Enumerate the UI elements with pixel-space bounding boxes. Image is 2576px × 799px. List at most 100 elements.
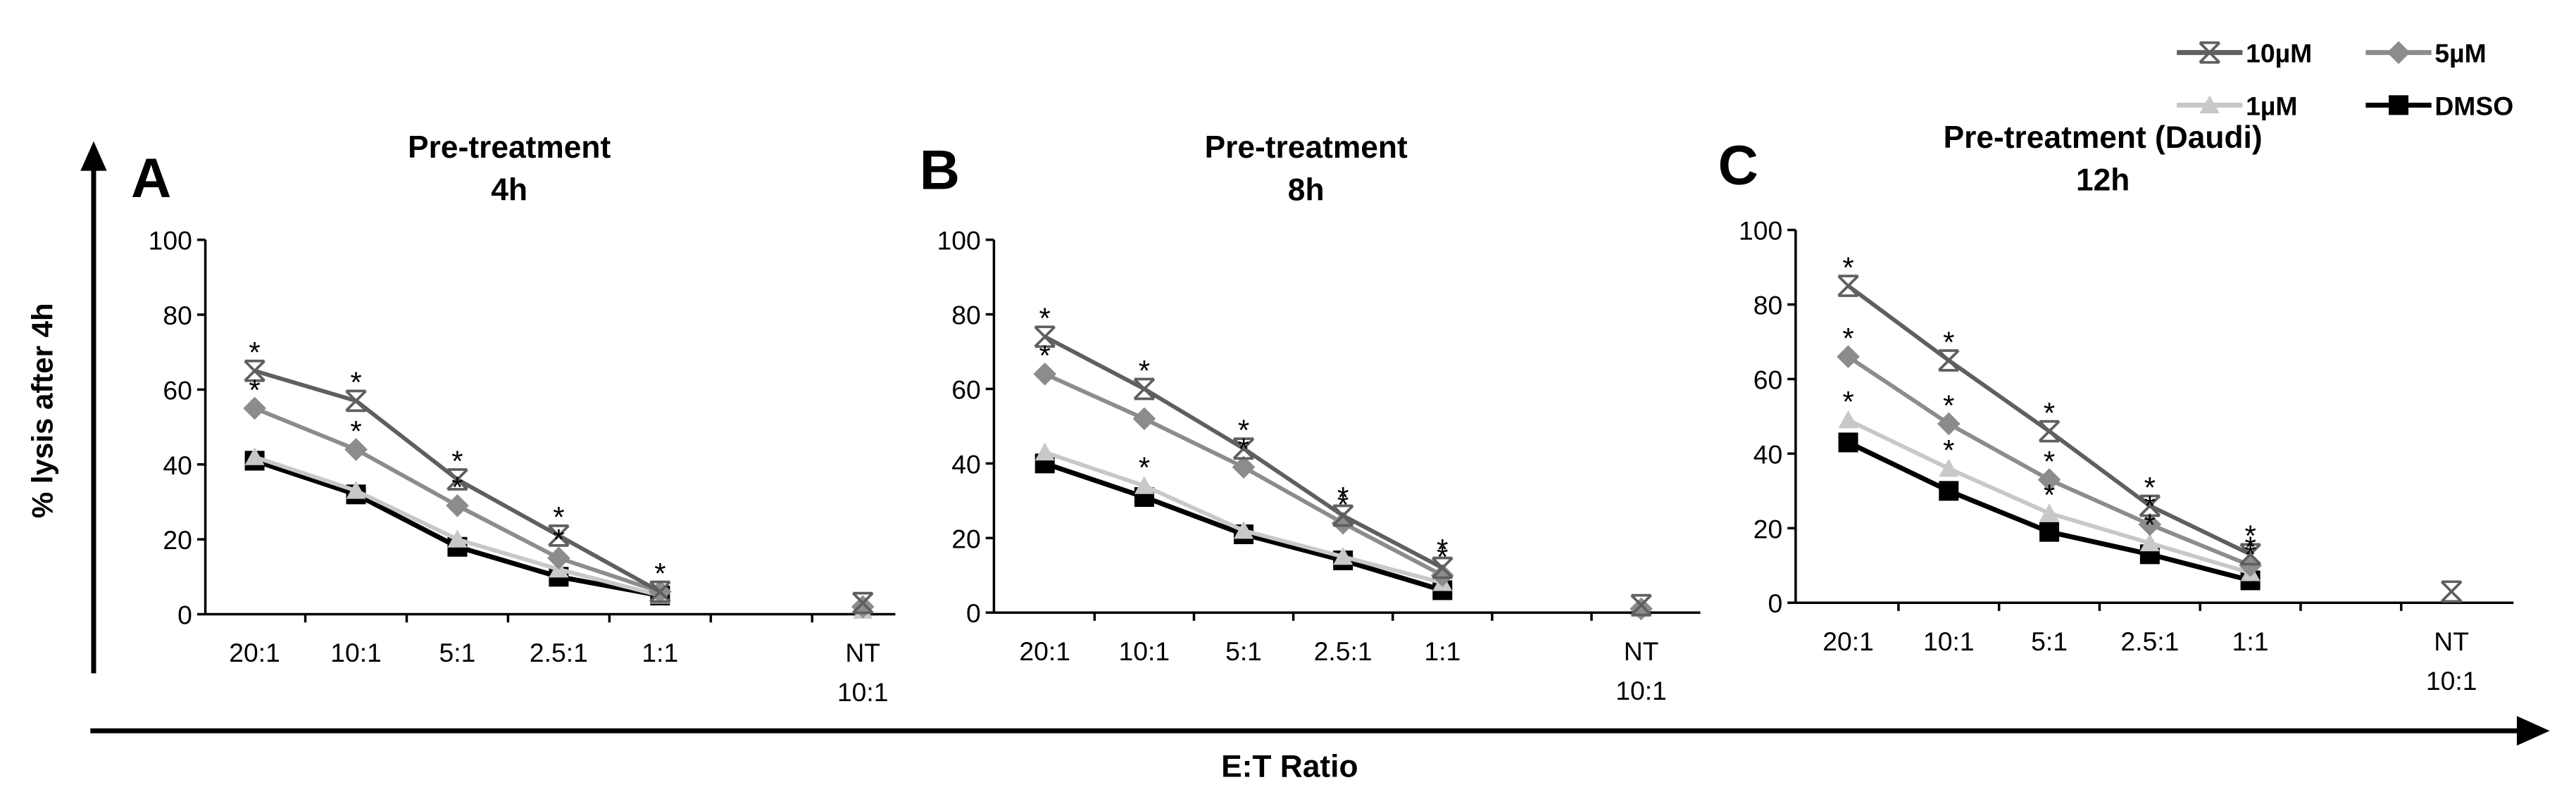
y-arrow-head [80,141,107,171]
marker-x [2239,543,2261,566]
significance-star: * [249,373,260,406]
marker-x [1937,349,1960,372]
marker-triangle [2199,95,2220,113]
chart-subtitle: 12h [2076,163,2130,198]
marker-triangle [1234,520,1254,539]
marker-x [2038,420,2061,443]
chart-title: Pre-treatment [408,130,611,165]
significance-star: * [2144,471,2156,504]
marker-square [1838,432,1858,453]
marker-triangle [2139,533,2160,552]
y-tick-label: 20 [163,525,192,555]
marker-triangle [1134,476,1154,494]
x-tick-label: 5:1 [2031,627,2068,656]
marker-triangle [1333,546,1353,565]
marker-diamond [1132,407,1156,431]
significance-star: * [2144,508,2156,541]
x-tick-label: 2.5:1 [530,638,588,667]
y-tick-label: 40 [163,451,192,480]
x-tick-label: NT 10:1 [2426,627,2477,696]
marker-x [345,389,367,413]
significance-star: * [350,415,361,448]
significance-star: * [249,336,260,369]
significance-star: * [2044,445,2055,478]
y-tick-label: 80 [163,301,192,330]
significance-star: * [654,557,665,590]
y-tick-label: 0 [966,598,981,628]
y-tick-label: 0 [177,600,192,630]
x-tick-label: 20:1 [229,638,280,667]
y-tick-label: 60 [951,375,981,404]
y-tick-label: 0 [1768,589,1782,618]
panel-letter: B [920,138,960,201]
y-tick-label: 80 [1753,291,1783,320]
marker-triangle [1838,410,1858,429]
marker-x [1837,275,1859,297]
significance-star: * [2044,396,2055,429]
marker-x [1133,377,1156,401]
y-tick-label: 100 [149,226,192,256]
marker-diamond [1937,412,1961,436]
significance-star: * [1039,302,1051,335]
marker-x [1630,593,1652,617]
x-arrow-head [2517,716,2550,746]
significance-star: * [1337,481,1349,514]
marker-x [1232,437,1255,460]
significance-star: * [350,366,361,399]
legend-label: DMSO [2434,91,2513,120]
x-tick-label: 5:1 [439,638,476,667]
significance-star: * [1437,533,1448,566]
chart-title: Pre-treatment (Daudi) [1944,120,2263,155]
x-tick-label: 10:1 [330,638,382,667]
y-tick-label: 20 [1753,514,1783,543]
significance-star: * [1139,354,1150,387]
significance-star: * [1842,385,1853,418]
marker-triangle [1034,442,1055,461]
marker-x [649,580,671,603]
y-tick-label: 80 [951,301,981,330]
y-tick-label: 60 [1753,365,1783,394]
y-tick-label: 40 [1753,439,1783,469]
significance-star: * [1842,322,1853,355]
marker-diamond [344,438,368,461]
significance-star: * [1139,451,1150,484]
y-label: % lysis after 4h [26,303,59,518]
panel-letter: A [131,146,171,209]
x-tick-label: 1:1 [642,638,678,667]
marker-triangle [244,447,265,465]
x-tick-label: 20:1 [1019,636,1070,666]
significance-star: * [2044,478,2055,511]
significance-star: * [553,523,564,556]
marker-x [2440,580,2463,603]
marker-diamond [1430,563,1454,587]
marker-x [2139,494,2161,517]
significance-star: * [451,471,463,504]
x-tick-label: 1:1 [2232,627,2269,656]
marker-x [446,468,468,491]
significance-star: * [1943,434,1954,467]
y-tick-label: 60 [163,375,192,405]
chart-title: Pre-treatment [1205,130,1408,165]
marker-triangle [346,481,366,499]
x-tick-label: 5:1 [1225,636,1262,666]
marker-diamond [2037,468,2061,491]
significance-star: * [2244,520,2256,553]
marker-triangle [2039,503,2060,522]
legend-label: 10µM [2246,39,2312,68]
x-tick-label: NT 10:1 [1615,636,1667,705]
significance-star: * [1337,488,1349,521]
marker-square [2389,95,2409,115]
x-tick-label: 10:1 [1119,636,1170,666]
marker-triangle [1939,458,1959,477]
significance-star: * [1842,251,1853,284]
y-tick-label: 100 [1739,216,1782,246]
significance-star: * [1437,541,1448,574]
chart-subtitle: 8h [1288,173,1325,208]
x-tick-label: 10:1 [1923,627,1975,656]
significance-star: * [2244,531,2256,564]
panel-letter: C [1718,133,1758,196]
marker-x [1431,556,1453,579]
marker-diamond [1232,455,1256,479]
marker-x [548,524,570,547]
